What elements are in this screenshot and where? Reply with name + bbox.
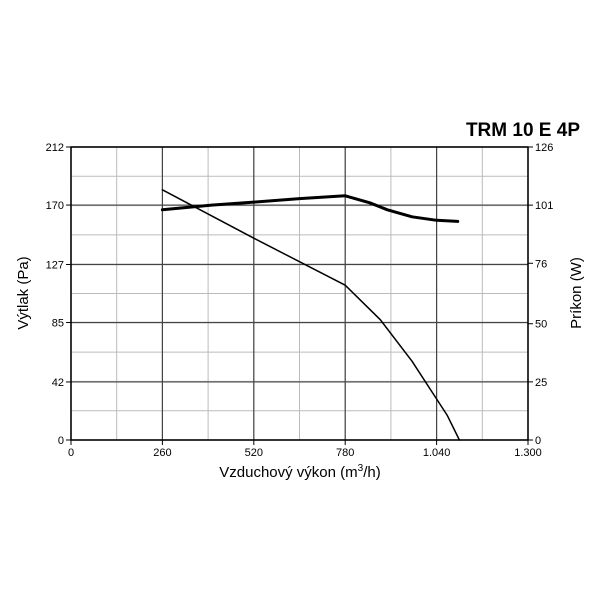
- series-line-pressure: [161, 189, 461, 441]
- plot-frame: [70, 146, 529, 441]
- y-left-tick-label: 170: [46, 200, 64, 212]
- y-right-tick-label: 50: [535, 319, 547, 331]
- x-tick-label: 520: [245, 447, 263, 459]
- y-right-tick-label: 126: [535, 142, 553, 154]
- y-left-tick-label: 127: [46, 259, 64, 271]
- y-axis-left-label: Výtlak (Pa): [15, 256, 32, 329]
- y-left-tick-label: 42: [52, 377, 64, 389]
- x-tick-label: 260: [153, 447, 171, 459]
- series-line-power: [160, 194, 460, 223]
- series-layer: [160, 189, 461, 441]
- chart-title: TRM 10 E 4P: [466, 120, 580, 141]
- y-right-tick-label: 101: [535, 200, 553, 212]
- x-tick-label: 1.040: [423, 447, 451, 459]
- y-right-tick-label: 25: [535, 377, 547, 389]
- y-left-tick-label: 0: [58, 435, 64, 447]
- y-left-tick-label: 212: [46, 142, 64, 154]
- y-right-tick-label: 76: [535, 258, 547, 270]
- x-tick-label: 0: [68, 447, 74, 459]
- x-axis-label: Vzduchový výkon (m3/h): [219, 463, 380, 481]
- y-right-tick-label: 0: [535, 435, 541, 447]
- y-left-tick-label: 85: [52, 318, 64, 330]
- y-axis-right-label: Príkon (W): [568, 257, 585, 329]
- x-tick-label: 1.300: [514, 447, 542, 459]
- tick-labels: 0 260 520 780 1.040 1.30004285127170212025507…: [46, 142, 554, 459]
- x-tick-label: 780: [336, 447, 354, 459]
- grid: [70, 146, 529, 441]
